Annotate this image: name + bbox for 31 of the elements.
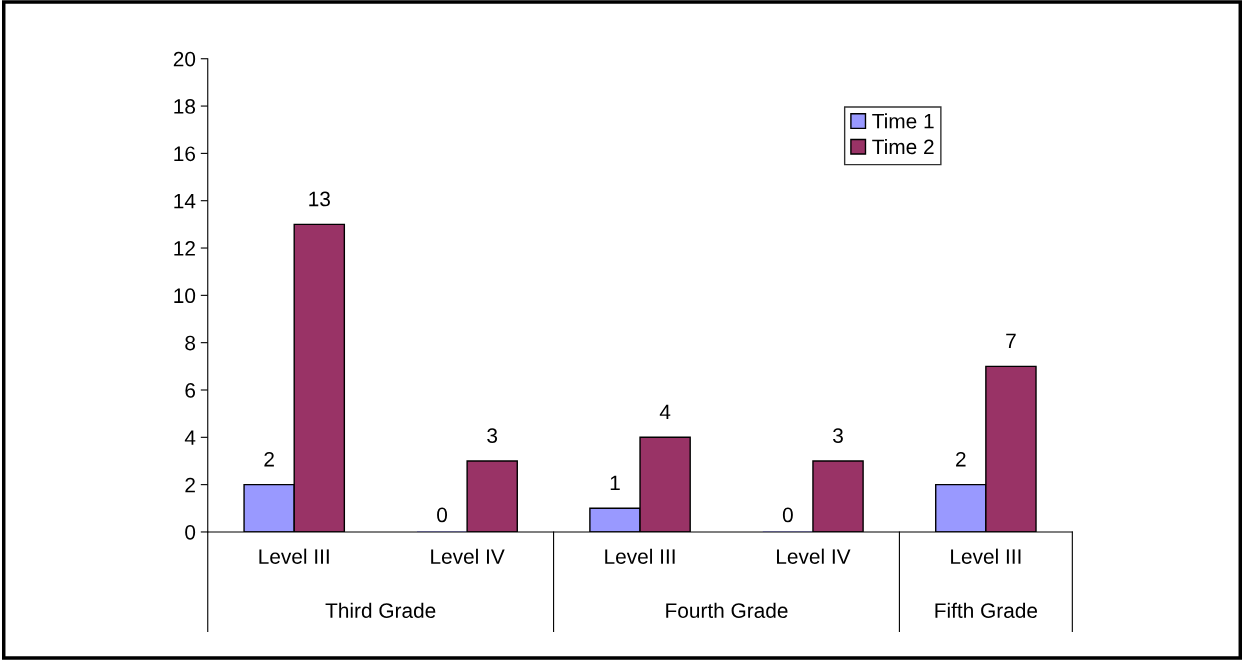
y-tick-label: 10 <box>174 288 196 304</box>
x-tick-label: Level III <box>259 548 329 564</box>
y-tick-label: 6 <box>185 383 196 398</box>
data-label: 2 <box>264 451 274 467</box>
y-tick-label: 16 <box>174 146 196 162</box>
x-tick-label: Level III <box>605 548 675 564</box>
data-label: 2 <box>956 451 966 467</box>
data-label: 0 <box>437 507 448 523</box>
x-tick-label: Level IV <box>431 548 505 564</box>
y-tick-label: 4 <box>184 430 196 445</box>
y-tick-label: 0 <box>185 524 196 540</box>
y-tick-label: 14 <box>174 193 196 209</box>
text: Fourth Grade <box>666 602 788 618</box>
data-label: 7 <box>1006 333 1016 349</box>
data-label: 3 <box>833 428 843 443</box>
data-label: 0 <box>782 507 793 523</box>
x-tick-label: Level III <box>951 548 1021 564</box>
text: Third Grade <box>325 602 436 618</box>
legend-label: Time 1 <box>872 113 934 129</box>
y-tick-label: 2 <box>185 477 195 493</box>
y-tick-label: 12 <box>174 241 195 256</box>
y-tick-label: 8 <box>185 335 196 351</box>
x-tick-label: Level IV <box>777 548 851 564</box>
data-label: 4 <box>659 404 671 420</box>
y-tick-label: 20 <box>173 51 196 67</box>
data-label: 1 <box>610 475 620 491</box>
legend-label: Time 2 <box>872 138 934 155</box>
data-label: 13 <box>309 191 330 207</box>
data-label: 3 <box>487 428 498 443</box>
y-tick-label: 18 <box>174 99 196 114</box>
text: Fifth Grade <box>935 602 1038 618</box>
